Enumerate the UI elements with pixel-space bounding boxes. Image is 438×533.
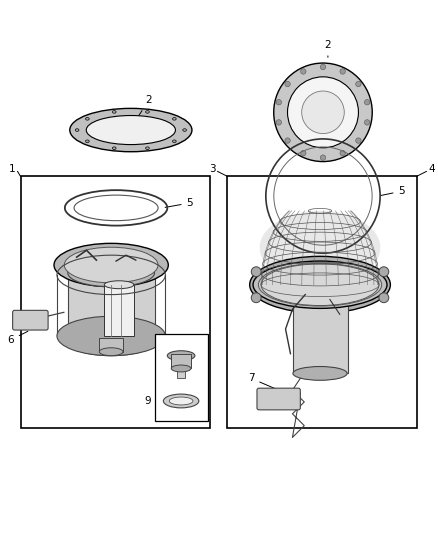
Bar [99,338,123,352]
Circle shape [340,150,345,156]
Circle shape [300,69,306,74]
Text: 6: 6 [7,332,28,345]
Circle shape [251,293,261,303]
FancyBboxPatch shape [257,388,300,410]
Ellipse shape [54,244,168,287]
Circle shape [320,64,326,70]
Text: 7: 7 [248,373,276,389]
Bar [177,367,185,378]
Ellipse shape [146,147,149,149]
Circle shape [285,138,290,143]
Ellipse shape [169,397,193,405]
Text: 4: 4 [428,165,435,174]
Ellipse shape [86,116,176,144]
Text: 9: 9 [144,396,166,406]
Ellipse shape [173,118,176,120]
Text: 2: 2 [137,95,152,118]
Bar [155,334,208,421]
Bar [171,354,191,368]
Ellipse shape [68,259,155,287]
Circle shape [320,155,326,160]
Text: 5: 5 [381,186,405,196]
Ellipse shape [57,316,165,356]
Circle shape [285,82,290,87]
Circle shape [379,293,389,303]
Ellipse shape [171,365,191,372]
FancyBboxPatch shape [13,310,48,330]
Bar [293,295,348,374]
Text: 5: 5 [165,198,193,208]
Circle shape [356,82,361,87]
Circle shape [302,91,344,134]
Text: 1: 1 [9,165,16,174]
Circle shape [274,63,372,161]
Ellipse shape [70,108,192,152]
Ellipse shape [293,288,347,302]
Text: 3: 3 [209,165,215,174]
Ellipse shape [258,263,381,306]
Ellipse shape [260,211,380,285]
Ellipse shape [85,118,89,120]
Ellipse shape [261,264,379,305]
Bar [68,273,155,342]
Ellipse shape [146,111,149,113]
Ellipse shape [113,111,116,113]
Bar [21,176,210,427]
Ellipse shape [75,129,79,131]
Ellipse shape [163,394,199,408]
Ellipse shape [68,328,155,356]
Text: 2: 2 [325,41,331,58]
Bar [227,176,417,427]
Ellipse shape [183,129,187,131]
Bar [104,285,134,336]
Ellipse shape [113,147,116,149]
Circle shape [251,267,261,277]
Circle shape [340,69,345,74]
Circle shape [287,77,358,148]
Circle shape [379,267,389,277]
Circle shape [364,100,370,105]
Circle shape [276,120,282,125]
Circle shape [276,100,282,105]
Circle shape [356,138,361,143]
Ellipse shape [99,348,123,356]
Text: 8: 8 [186,337,206,351]
Circle shape [300,150,306,156]
Ellipse shape [173,140,176,142]
Circle shape [364,120,370,125]
Ellipse shape [293,367,347,380]
Ellipse shape [104,281,134,289]
Ellipse shape [250,256,390,313]
Ellipse shape [253,261,387,309]
Ellipse shape [167,351,195,361]
Ellipse shape [85,140,89,142]
Ellipse shape [64,247,158,283]
